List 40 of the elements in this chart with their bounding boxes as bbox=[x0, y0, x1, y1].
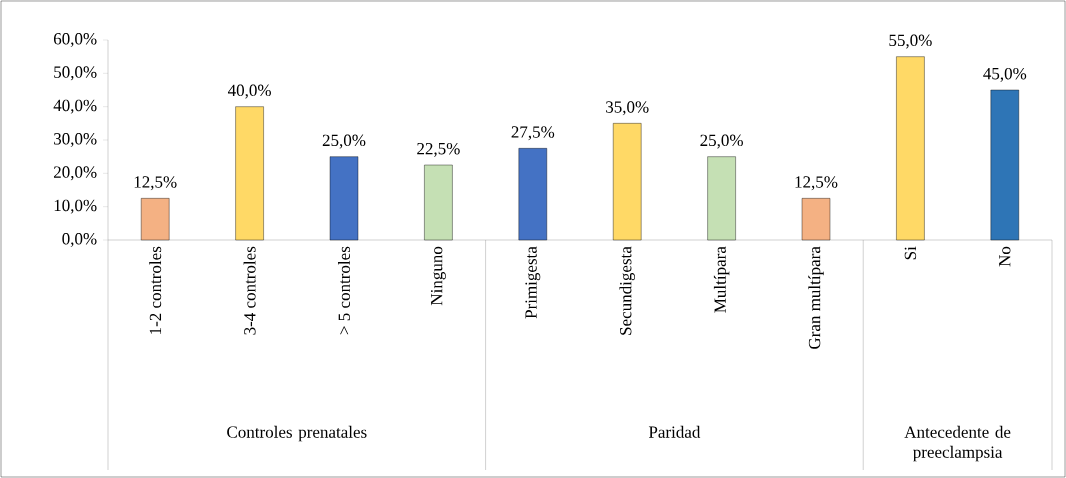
y-tick-label: 50,0% bbox=[54, 66, 97, 81]
x-tick-label: 3-4 controles bbox=[243, 246, 256, 335]
x-tick-label: Ninguno bbox=[430, 246, 446, 306]
y-tick-label: 30,0% bbox=[54, 133, 97, 147]
data-label: 35,0% bbox=[606, 101, 649, 116]
x-tick-label: No bbox=[999, 246, 1011, 267]
x-tick-label: Gran multípara bbox=[808, 246, 824, 349]
y-tick-label: 0,0% bbox=[62, 233, 97, 247]
bar bbox=[518, 148, 547, 241]
data-label: 25,0% bbox=[322, 134, 366, 149]
x-tick-label: Multípara bbox=[713, 246, 730, 313]
y-tick-label: 10,0% bbox=[54, 199, 97, 214]
bar bbox=[235, 106, 264, 241]
x-tick-label: 1-2 controles bbox=[149, 246, 162, 334]
text: Paridad bbox=[648, 425, 701, 438]
bar bbox=[424, 164, 453, 241]
data-label: 22,5% bbox=[417, 142, 460, 157]
text: Controles prenatales bbox=[227, 425, 367, 442]
bar bbox=[896, 56, 925, 241]
data-label: 45,0% bbox=[983, 67, 1027, 82]
bar bbox=[329, 156, 359, 241]
y-tick-label: 40,0% bbox=[53, 99, 97, 114]
text: Antecedente de preeclampsia bbox=[904, 425, 1011, 462]
data-label: 55,0% bbox=[889, 34, 932, 49]
data-label: 12,5% bbox=[134, 176, 177, 191]
bar bbox=[141, 198, 170, 241]
data-label: 12,5% bbox=[795, 176, 838, 191]
bar bbox=[801, 198, 831, 241]
y-tick-label: 60,0% bbox=[53, 33, 97, 47]
bar bbox=[990, 89, 1020, 241]
x-tick-label: Si bbox=[904, 246, 917, 260]
x-tick-label: Primigesta bbox=[525, 246, 541, 319]
data-label: 27,5% bbox=[511, 126, 555, 141]
data-label: 40,0% bbox=[227, 84, 271, 99]
bar bbox=[707, 156, 736, 241]
bar bbox=[613, 123, 642, 241]
y-tick-label: 20,0% bbox=[53, 166, 97, 181]
x-tick-label: Secundigesta bbox=[619, 246, 635, 335]
data-label: 25,0% bbox=[700, 134, 743, 149]
x-tick-label: > 5 controles bbox=[338, 246, 350, 335]
